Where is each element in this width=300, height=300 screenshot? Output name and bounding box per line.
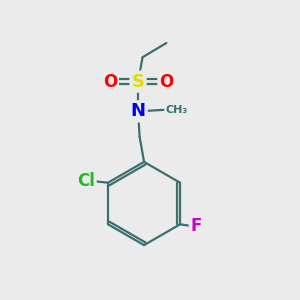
- Text: O: O: [159, 73, 173, 91]
- Text: O: O: [103, 73, 117, 91]
- Text: S: S: [132, 73, 145, 91]
- Text: N: N: [130, 102, 146, 120]
- Text: CH₃: CH₃: [166, 105, 188, 115]
- Text: Cl: Cl: [77, 172, 95, 190]
- Text: F: F: [191, 217, 202, 235]
